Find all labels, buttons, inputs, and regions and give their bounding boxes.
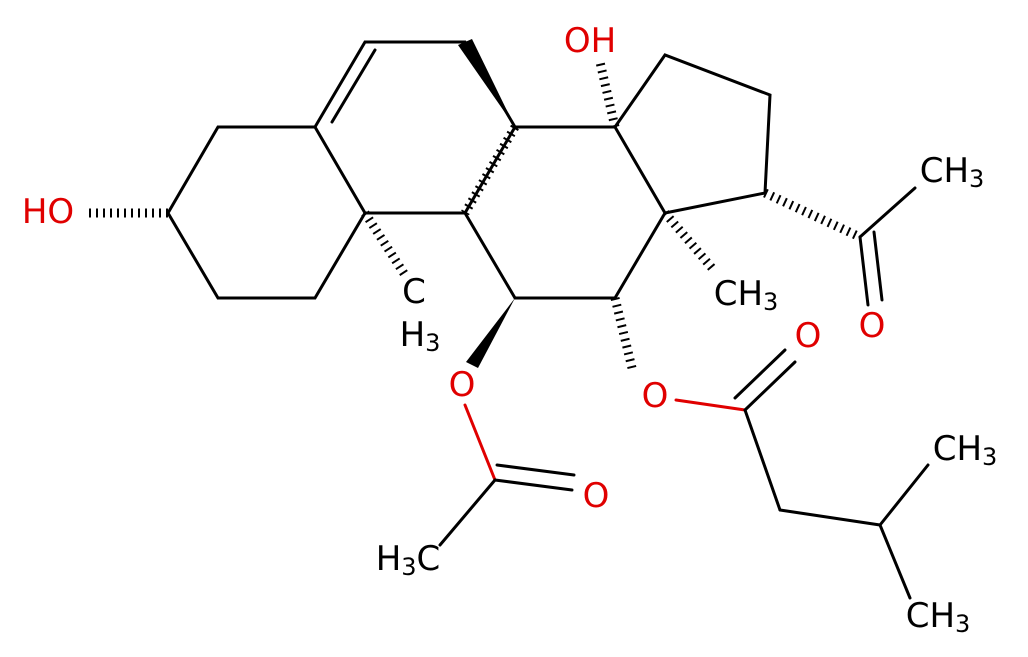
bond — [858, 235, 870, 307]
bond — [463, 403, 497, 482]
bonds — [88, 39, 930, 600]
ring-a — [166, 125, 367, 300]
label-part: O — [859, 306, 886, 346]
ring-d — [613, 53, 772, 215]
atom-label: CH3 — [714, 274, 779, 317]
label-part: 3 — [425, 329, 440, 357]
label-part: C — [417, 539, 441, 579]
atom-label: H3 — [400, 315, 441, 358]
atom-label: O — [795, 316, 822, 356]
atom-label: O — [642, 376, 669, 416]
label-part: C — [402, 272, 426, 312]
bond — [858, 186, 917, 239]
atom-labels: OH HO CH3 O CH3 C H3 O O O O H3C CH3 CH3 — [22, 21, 997, 639]
label-part: H — [400, 315, 426, 355]
atom-label: CH3 — [933, 429, 998, 472]
atom-label: OH — [564, 21, 616, 61]
bond — [743, 408, 782, 512]
hashed-bond — [461, 124, 519, 216]
bond — [493, 478, 574, 492]
label-part: CH — [933, 429, 982, 469]
bond — [878, 463, 930, 527]
bond — [733, 348, 787, 400]
bond — [495, 463, 576, 477]
bond — [872, 230, 884, 302]
label-part: O — [583, 476, 610, 516]
bond — [778, 508, 882, 527]
ring-c — [463, 125, 667, 300]
label-part: O — [449, 365, 476, 405]
atom-label: CH3 — [920, 151, 985, 194]
label-part: CH — [714, 274, 763, 314]
wedge-bond — [458, 39, 515, 127]
atom-label: O — [859, 306, 886, 346]
label-part: 3 — [969, 165, 984, 193]
hashed-bond — [595, 60, 620, 129]
atom-label: O — [583, 476, 610, 516]
atom-label: O — [449, 365, 476, 405]
label-part: HO — [22, 192, 74, 232]
bond — [674, 398, 747, 412]
double-bond — [330, 48, 377, 124]
label-part: 3 — [763, 288, 778, 316]
bond — [743, 360, 797, 412]
atom-label: CH3 — [906, 596, 971, 639]
hashed-bond — [361, 210, 409, 278]
bond — [438, 478, 497, 547]
label-part: H — [376, 539, 402, 579]
label-part: 3 — [401, 553, 416, 581]
label-part: O — [642, 376, 669, 416]
label-part: OH — [564, 21, 616, 61]
label-part: CH — [906, 596, 955, 636]
hashed-bond — [661, 210, 716, 271]
label-part: 3 — [955, 610, 970, 638]
atom-label: C — [402, 272, 426, 312]
atom-label: HO — [22, 192, 74, 232]
wedge-bond — [466, 298, 515, 368]
bond — [878, 523, 912, 600]
label-part: CH — [920, 151, 969, 191]
hashed-bond — [610, 296, 637, 370]
label-part: O — [795, 316, 822, 356]
hashed-bond — [763, 188, 862, 242]
atom-label: H3C — [376, 539, 441, 582]
label-part: 3 — [982, 443, 997, 471]
